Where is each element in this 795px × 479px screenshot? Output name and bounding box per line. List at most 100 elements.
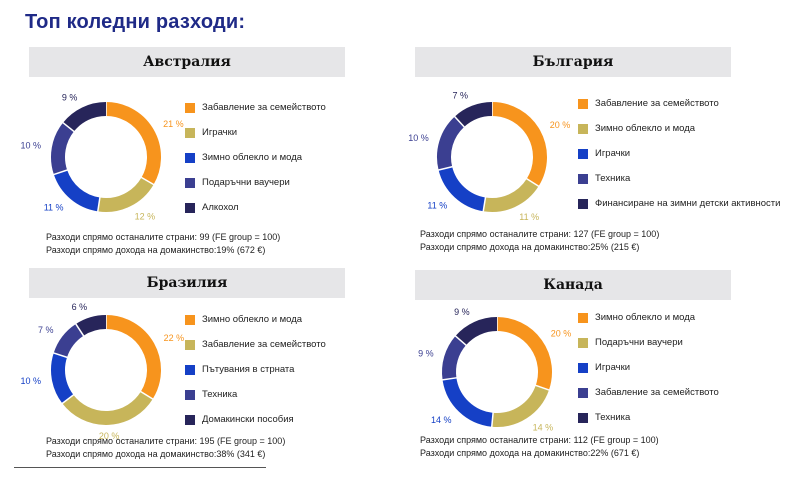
data-label: 22 % <box>164 333 185 343</box>
data-label: 9 % <box>418 348 434 358</box>
legend-label: Забавление за семейството <box>595 387 719 398</box>
data-label: 10 % <box>20 141 41 151</box>
legend-label: Финансиране на зимни детски активности <box>595 198 781 209</box>
data-label: 12 % <box>135 211 156 221</box>
legend-label: Техника <box>595 173 631 184</box>
panel-header: Канада <box>415 270 731 300</box>
segment-separator <box>490 411 494 428</box>
legend-swatch <box>578 149 588 159</box>
chart-notes: Разходи спрямо останалите страни: 99 (FE… <box>46 231 280 257</box>
segment-separator <box>437 165 454 172</box>
page-title: Топ коледни разходи: <box>25 11 246 33</box>
legend-label: Техника <box>595 412 631 423</box>
panel-header: България <box>415 47 731 77</box>
donut-segment-зимно-облекло-и-мода <box>53 169 101 212</box>
panel-header: Австралия <box>29 47 345 77</box>
legend-swatch <box>578 174 588 184</box>
segment-separator <box>61 121 76 133</box>
segment-separator <box>61 393 75 405</box>
legend-swatch <box>578 313 588 323</box>
legend-label: Зимно облекло и мода <box>595 123 696 134</box>
data-label: 21 % <box>163 119 184 129</box>
note-household-income: Разходи спрямо дохода на домакинство:19%… <box>46 245 266 255</box>
segment-separator <box>525 177 540 188</box>
donut-segment-забавление-за-семейството <box>442 335 467 380</box>
legend-label: Забавление за семейството <box>202 339 326 350</box>
note-household-income: Разходи спрямо дохода на домакинство:38%… <box>46 449 266 459</box>
donut-segment-подаръчни-ваучери <box>51 122 75 175</box>
panel-header: Бразилия <box>29 268 345 298</box>
data-label: 9 % <box>454 307 470 317</box>
legend-label: Зимно облекло и мода <box>202 152 303 163</box>
chart-panel-canada: Канада 20 % 14 % 14 % 9 % 9 % Зимно облекло … <box>415 270 735 460</box>
legend-swatch <box>185 153 195 163</box>
legend-swatch <box>578 99 588 109</box>
chart-panel-brazil: Бразилия 22 % 20 % 10 % 7 % 6 % Зимно облекл… <box>20 268 349 461</box>
chart-notes: Разходи спрямо останалите страни: 195 (F… <box>46 435 285 461</box>
legend-swatch <box>578 338 588 348</box>
data-label: 10 % <box>20 376 41 386</box>
legend-label: Играчки <box>202 127 238 138</box>
donut-segment-играчки <box>442 377 494 427</box>
legend-label: Домакински пособия <box>202 414 294 425</box>
data-label: 7 % <box>452 91 468 101</box>
note-relative-spending: Разходи спрямо останалите страни: 112 (F… <box>420 435 659 445</box>
legend-label: Техника <box>202 389 238 400</box>
segment-separator <box>52 351 69 359</box>
donut-segment-забавление-за-семейството <box>62 391 153 425</box>
legend-label: Подаръчни ваучери <box>202 177 290 188</box>
note-relative-spending: Разходи спрямо останалите страни: 195 (F… <box>46 436 286 446</box>
data-label: 14 % <box>431 415 452 425</box>
note-household-income: Разходи спрямо дохода на домакинство:25%… <box>420 242 640 252</box>
donut-segment-зимно-облекло-и-мода <box>105 315 161 400</box>
donut-segment-зимно-облекло-и-мода <box>496 317 552 390</box>
donut-segment-играчки <box>438 166 486 212</box>
donut-segment-забавление-за-семейството <box>105 102 161 185</box>
legend-swatch <box>185 203 195 213</box>
legend-label: Подаръчни ваучери <box>595 337 683 348</box>
data-label: 6 % <box>72 302 88 312</box>
segment-separator <box>453 115 466 129</box>
legend-swatch <box>185 365 195 375</box>
data-label: 14 % <box>533 423 554 433</box>
segment-separator <box>534 384 551 392</box>
donut-segment-зимно-облекло-и-мода <box>483 178 539 212</box>
legend-swatch <box>578 124 588 134</box>
segment-separator <box>441 376 458 381</box>
legend-swatch <box>578 363 588 373</box>
legend-label: Алкохол <box>202 202 239 213</box>
chart-notes: Разходи спрямо останалите страни: 127 (F… <box>420 228 659 254</box>
legend-swatch <box>578 199 588 209</box>
legend-swatch <box>185 315 195 325</box>
donut-segment-играчки <box>97 177 154 212</box>
segment-separator <box>139 390 154 401</box>
legend-swatch <box>185 415 195 425</box>
data-label: 20 % <box>550 120 571 130</box>
legend-label: Зимно облекло и мода <box>595 312 696 323</box>
chart-panel-australia: Австралия 21 % 12 % 11 % 10 % 9 % Забавление… <box>20 47 349 255</box>
segment-separator <box>454 334 468 347</box>
donut-chart: 21 % 12 % 11 % 10 % 9 % <box>20 93 184 222</box>
legend-label: Зимно облекло и мода <box>202 314 303 325</box>
donut-segment-финансиране-на-зимни-детски-активности <box>454 102 493 128</box>
donut-segment-техника <box>455 317 498 346</box>
donut-segment-подаръчни-ваучери <box>491 385 549 427</box>
donut-chart: 20 % 11 % 11 % 10 % 7 % <box>408 91 570 223</box>
legend-swatch <box>578 388 588 398</box>
segment-separator <box>52 169 69 176</box>
note-relative-spending: Разходи спрямо останалите страни: 99 (FE… <box>46 232 281 242</box>
donut-segment-домакински-пособия <box>75 315 107 336</box>
chart-notes: Разходи спрямо останалите страни: 112 (F… <box>420 434 659 460</box>
segment-separator <box>96 196 101 213</box>
donut-segment-забавление-за-семейството <box>491 102 547 187</box>
legend-swatch <box>185 390 195 400</box>
legend-swatch <box>185 128 195 138</box>
note-household-income: Разходи спрямо дохода на домакинство:22%… <box>420 448 640 458</box>
legend-label: Пътувания в стрната <box>202 364 295 375</box>
donut-chart: 20 % 14 % 14 % 9 % 9 % <box>418 307 571 433</box>
segment-separator <box>74 322 85 337</box>
legend-swatch <box>185 103 195 113</box>
donut-segment-пътувания-в-стрната <box>51 353 74 404</box>
donut-segment-алкохол <box>63 102 107 132</box>
legend-swatch <box>185 340 195 350</box>
